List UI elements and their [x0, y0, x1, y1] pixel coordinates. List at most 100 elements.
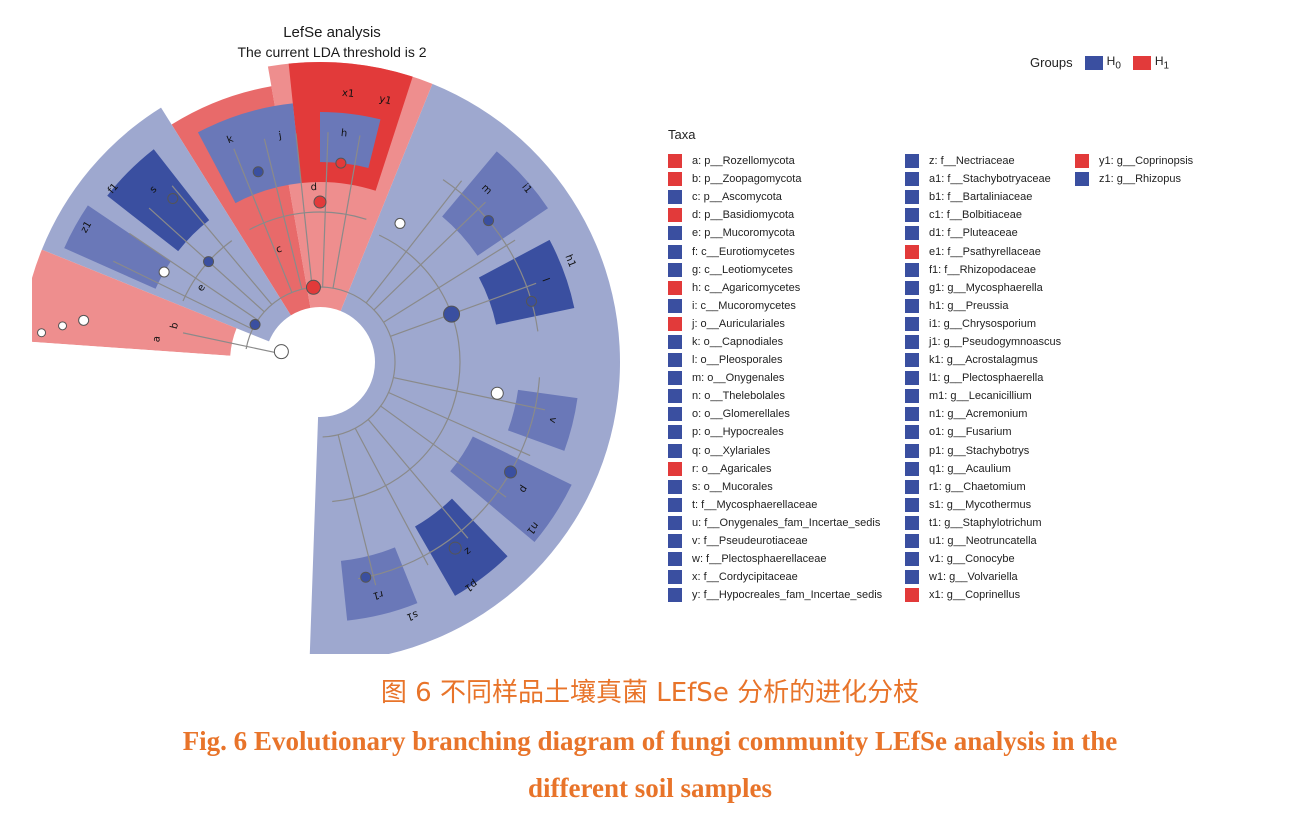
taxa-legend-item-p: p: o__Hypocreales: [668, 423, 882, 441]
taxa-legend-item-z1: z1: g__Rhizopus: [1075, 170, 1193, 188]
sector-agaricales-inner: [320, 112, 381, 168]
taxa-label-v: v: f__Pseudeurotiaceae: [692, 535, 808, 548]
taxa-swatch-a: [668, 154, 682, 169]
taxa-label-g1: g1: g__Mycosphaerella: [929, 281, 1043, 294]
taxa-swatch-k1: [905, 353, 919, 368]
taxa-swatch-r1: [905, 479, 919, 494]
taxa-swatch-t: [668, 497, 682, 512]
taxa-label-x: x: f__Cordycipitaceae: [692, 571, 798, 584]
taxa-legend-item-l1: l1: g__Plectosphaerella: [905, 369, 1061, 387]
taxa-legend-item-o1: o1: g__Fusarium: [905, 423, 1061, 441]
tree-edge-rozellomycota: [182, 332, 281, 355]
taxa-legend-item-x: x: f__Cordycipitaceae: [668, 568, 882, 586]
taxa-legend-item-s1: s1: g__Mycothermus: [905, 496, 1061, 514]
taxa-swatch-q1: [905, 461, 919, 476]
tree-edge-11: [373, 201, 486, 311]
node-label-r1: r1: [372, 588, 385, 601]
taxa-swatch-g: [668, 262, 682, 277]
clade-node-4: [313, 195, 327, 209]
clade-node-15: [394, 217, 406, 229]
taxa-swatch-c: [668, 190, 682, 205]
sector-rozellomycota: [32, 249, 237, 356]
taxa-swatch-q: [668, 443, 682, 458]
taxa-legend-column-3: y1: g__Coprinopsis z1: g__Rhizopus: [1075, 152, 1193, 188]
taxa-label-w: w: f__Plectosphaerellaceae: [692, 553, 827, 566]
branch-arc-basidiomycota: [249, 211, 367, 231]
taxa-label-s1: s1: g__Mycothermus: [929, 498, 1032, 511]
taxa-swatch-x1: [905, 588, 919, 603]
clade-node-14: [490, 386, 504, 400]
taxa-label-a: a: p__Rozellomycota: [692, 155, 795, 168]
taxa-label-e: e: p__Mucoromycota: [692, 227, 795, 240]
taxa-swatch-j1: [905, 334, 919, 349]
taxa-label-e1: e1: f__Psathyrellaceae: [929, 245, 1041, 258]
taxa-label-o: o: o__Glomerellales: [692, 408, 790, 421]
clade-node-1: [305, 279, 321, 295]
taxa-swatch-u1: [905, 534, 919, 549]
taxa-legend-item-n: n: o__Thelebolales: [668, 387, 882, 405]
taxa-label-j: j: o__Auriculariales: [692, 317, 785, 330]
clade-node-10: [525, 295, 537, 307]
tree-edge-17: [354, 427, 429, 566]
taxa-label-a1: a1: f__Stachybotryaceae: [929, 173, 1051, 186]
tree-edge-0: [332, 135, 361, 289]
groups-label: Groups: [1030, 55, 1073, 71]
taxa-swatch-b1: [905, 190, 919, 205]
taxa-label-m: m: o__Onygenales: [692, 372, 785, 385]
taxa-legend-item-n1: n1: g__Acremonium: [905, 405, 1061, 423]
taxa-swatch-x: [668, 570, 682, 585]
node-label-l: l: [539, 277, 550, 283]
taxa-swatch-s: [668, 479, 682, 494]
taxa-swatch-h1: [905, 298, 919, 313]
taxa-swatch-b: [668, 172, 682, 187]
tree-edge-13: [393, 377, 546, 411]
taxa-swatch-d1: [905, 226, 919, 241]
taxa-swatch-w1: [905, 570, 919, 585]
tree-edge-3: [263, 138, 303, 290]
sector-hypocreales: [450, 436, 572, 542]
branch-arc-ascomycota: [332, 234, 461, 503]
taxa-label-m1: m1: g__Lecanicillium: [929, 390, 1032, 403]
node-label-v: v: [546, 416, 558, 424]
taxa-legend-item-m1: m1: g__Lecanicillium: [905, 387, 1061, 405]
sector-pleosporales: [478, 239, 575, 325]
taxa-legend-item-k1: k1: g__Acrostalagmus: [905, 351, 1061, 369]
taxa-label-n: n: o__Thelebolales: [692, 390, 785, 403]
taxa-swatch-y1: [1075, 154, 1089, 169]
taxa-legend-item-y: y: f__Hypocreales_fam_Incertae_sedis: [668, 586, 882, 604]
taxa-legend-item-c: c: p__Ascomycota: [668, 188, 882, 206]
taxa-label-t: t: f__Mycosphaerellaceae: [692, 498, 818, 511]
group-h1-swatch: [1132, 55, 1151, 70]
taxa-label-b: b: p__Zoopagomycota: [692, 173, 802, 186]
taxa-legend-item-i: i: c__Mucoromycetes: [668, 297, 882, 315]
taxa-label-u1: u1: g__Neotruncatella: [929, 535, 1037, 548]
groups-legend: Groups H0 H1: [1030, 54, 1169, 71]
taxa-legend-item-f1: f1: f__Rhizopodaceae: [905, 261, 1061, 279]
figure-title: LefSe analysis: [283, 24, 381, 41]
node-label-e: e: [195, 283, 208, 294]
node-label-s1: s1: [405, 608, 420, 622]
taxa-label-d1: d1: f__Pluteaceae: [929, 227, 1018, 240]
taxa-label-r: r: o__Agaricales: [692, 462, 772, 475]
sector-mucoraceae: [64, 205, 171, 289]
taxa-swatch-n: [668, 389, 682, 404]
caption-english-line-1: Fig. 6 Evolutionary branching diagram of…: [182, 726, 1118, 756]
node-label-x1: x1: [341, 88, 354, 100]
lefse-figure: a b c d e h j k s l m v p z r1 x1 y1 f1 z1 h1 i1 n1 p1 s1 LefSe…: [32, 14, 1228, 654]
taxa-legend-item-x1: x1: g__Coprinellus: [905, 586, 1061, 604]
taxa-legend-item-t: t: f__Mycosphaerellaceae: [668, 496, 882, 514]
taxa-legend-item-v1: v1: g__Conocybe: [905, 550, 1061, 568]
taxa-swatch-t1: [905, 515, 919, 530]
taxa-label-l: l: o__Pleosporales: [692, 354, 783, 367]
taxa-swatch-d: [668, 208, 682, 223]
taxa-legend-item-q1: q1: g__Acaulium: [905, 460, 1061, 478]
taxa-swatch-s1: [905, 497, 919, 512]
taxa-label-t1: t1: g__Staphylotrichum: [929, 516, 1042, 529]
sector-gap: [32, 341, 231, 373]
taxa-label-h: h: c__Agaricomycetes: [692, 281, 801, 294]
taxa-label-j1: j1: g__Pseudogymnoascus: [929, 335, 1062, 348]
taxa-swatch-i1: [905, 316, 919, 331]
taxa-label-q: q: o__Xylariales: [692, 444, 771, 457]
taxa-label-n1: n1: g__Acremonium: [929, 408, 1028, 421]
group-h0-label: H0: [1106, 54, 1121, 72]
